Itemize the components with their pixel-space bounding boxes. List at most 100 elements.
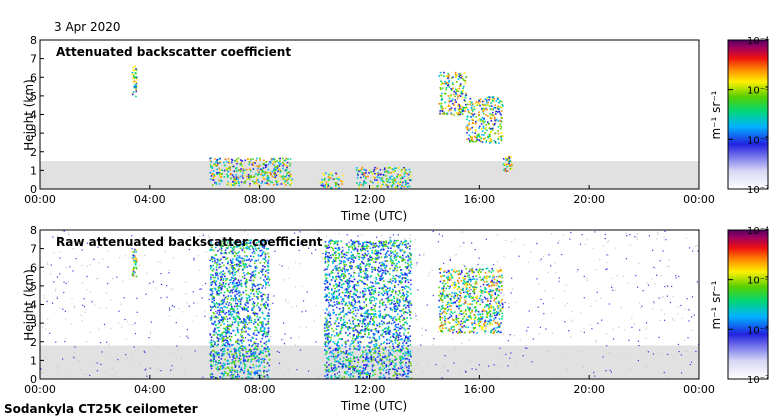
noise-point [595, 300, 597, 302]
noise-point [583, 331, 585, 334]
noise-point [259, 358, 261, 360]
noise-point [254, 334, 256, 336]
noise-point [551, 233, 553, 235]
noise-point [326, 367, 328, 369]
y-tick-label: 0 [30, 183, 37, 196]
noise-point [129, 361, 131, 363]
noise-point [351, 240, 353, 243]
noise-point [301, 285, 304, 288]
noise-point [62, 358, 64, 360]
noise-point [73, 305, 76, 308]
noise-point [658, 297, 660, 299]
noise-point [441, 235, 444, 237]
noise-point [636, 286, 639, 288]
x-tick-label: 08:00 [244, 193, 276, 206]
noise-point [124, 255, 127, 257]
noise-point [397, 234, 399, 236]
noise-point [389, 236, 391, 239]
noise-point [226, 375, 228, 377]
noise-point [631, 326, 633, 329]
noise-point [145, 272, 148, 274]
noise-point [235, 359, 237, 362]
noise-point [306, 291, 308, 293]
noise-point [298, 249, 300, 252]
noise-point [126, 321, 128, 323]
noise-point [662, 250, 664, 252]
noise-point [607, 254, 609, 256]
noise-point [80, 314, 82, 316]
noise-point [426, 304, 428, 306]
noise-point [606, 345, 608, 347]
noise-point [663, 236, 665, 239]
noise-point [348, 318, 351, 320]
noise-point [372, 304, 374, 306]
footer-label: Sodankyla CT25K ceilometer [4, 402, 198, 416]
noise-point [416, 364, 418, 366]
noise-point [81, 264, 83, 266]
colorbar: 10⁻⁷ 10⁻⁶ 10⁻⁵ 10⁻⁴ m⁻¹ sr⁻¹ [709, 36, 769, 196]
noise-point [212, 329, 215, 331]
noise-point [677, 306, 679, 308]
noise-point [185, 242, 187, 244]
noise-point [83, 372, 86, 375]
noise-point [398, 277, 400, 279]
noise-point [319, 314, 321, 317]
noise-point [570, 231, 572, 234]
noise-point [81, 249, 83, 251]
noise-point [420, 344, 422, 346]
noise-point [293, 232, 296, 234]
noise-point [499, 267, 502, 269]
noise-point [380, 243, 383, 245]
noise-point [284, 343, 286, 346]
noise-point [291, 306, 293, 308]
noise-point [666, 295, 669, 297]
noise-point [50, 264, 52, 266]
noise-point [105, 307, 107, 309]
noise-point [526, 330, 528, 332]
noise-point [107, 266, 109, 268]
noise-point [537, 283, 540, 285]
noise-point [236, 255, 238, 257]
noise-point [623, 356, 625, 359]
noise-point [524, 347, 527, 349]
noise-point [334, 298, 336, 300]
noise-point [89, 264, 91, 266]
noise-point [503, 255, 505, 258]
noise-point [157, 242, 159, 245]
noise-point [384, 269, 386, 271]
noise-point [49, 332, 51, 334]
noise-point [654, 283, 656, 285]
noise-point [296, 369, 298, 371]
noise-point [201, 297, 203, 299]
noise-point [415, 315, 417, 317]
noise-point [428, 272, 431, 274]
y-tick-label: 5 [30, 90, 37, 103]
noise-point [503, 294, 505, 296]
noise-point [46, 300, 48, 303]
noise-point [202, 346, 204, 349]
noise-point [63, 281, 65, 283]
noise-point [321, 257, 324, 259]
noise-point [404, 367, 406, 370]
noise-point [527, 326, 529, 328]
noise-point [443, 364, 445, 366]
noise-point [62, 308, 64, 310]
noise-point [81, 245, 83, 247]
noise-point [301, 311, 303, 313]
noise-point [53, 281, 55, 283]
noise-point [594, 231, 596, 233]
noise-point [86, 265, 88, 267]
noise-point [636, 238, 638, 240]
chart-title: Raw attenuated backscatter coefficient [56, 235, 323, 249]
noise-point [107, 282, 109, 285]
noise-point [250, 277, 252, 279]
noise-point [379, 334, 382, 336]
noise-point [357, 235, 359, 237]
noise-point [72, 248, 74, 250]
noise-point [201, 232, 204, 234]
noise-point [103, 323, 106, 326]
noise-point [71, 241, 73, 243]
noise-point [149, 367, 151, 369]
noise-point [319, 373, 321, 376]
noise-point [359, 357, 361, 359]
